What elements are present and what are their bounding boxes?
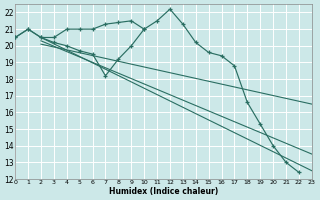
X-axis label: Humidex (Indice chaleur): Humidex (Indice chaleur) <box>109 187 218 196</box>
